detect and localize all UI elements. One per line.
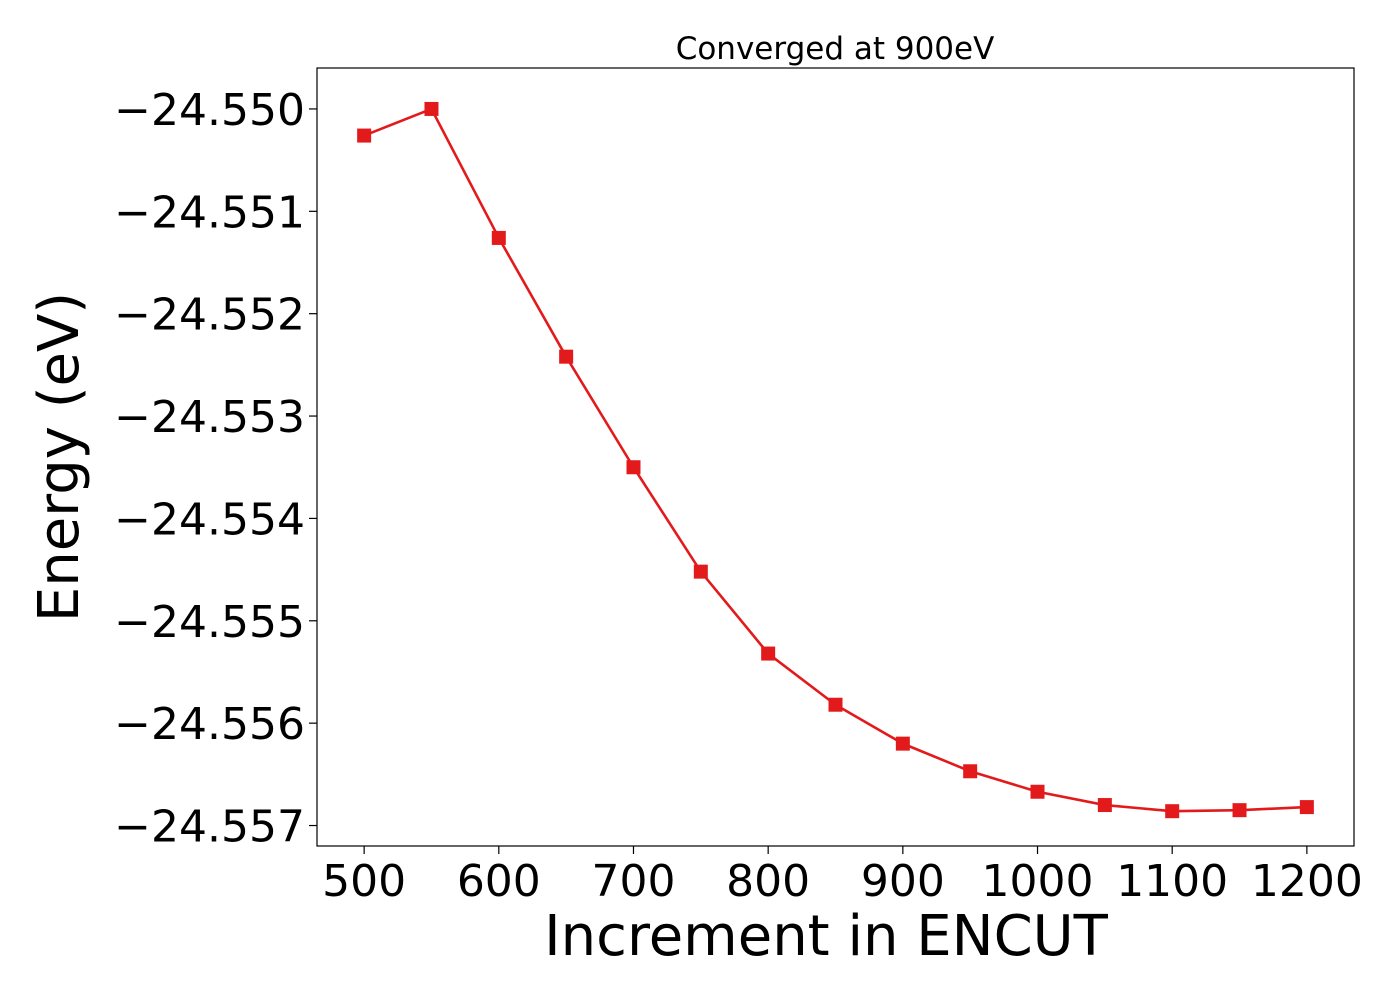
x-tick-label: 900 (861, 856, 945, 907)
y-axis-label: Energy (eV) (27, 292, 92, 622)
data-point-marker (761, 646, 776, 661)
data-point-marker (491, 230, 506, 245)
data-point-marker (963, 764, 978, 779)
series-marker-layer (357, 101, 1314, 819)
x-tick-label: 800 (726, 856, 810, 907)
data-point-marker (693, 564, 708, 579)
data-point-marker (559, 349, 574, 364)
data-point-marker (424, 101, 439, 116)
y-axis-ticks: −24.557 −24.556 −24.555 −24.554 −24.553 −24.5… (114, 85, 317, 853)
data-point-marker (1030, 784, 1045, 799)
x-axis-label: Increment in ENCUT (544, 904, 1109, 969)
data-point-marker (626, 460, 641, 475)
plot-background (317, 68, 1354, 846)
y-tick-label: −24.553 (114, 392, 305, 443)
x-tick-label: 1000 (982, 856, 1094, 907)
x-tick-label: 1100 (1116, 856, 1228, 907)
data-point-marker (1299, 800, 1314, 815)
y-tick-label: −24.555 (114, 597, 305, 648)
x-axis-ticks: 500 600 700 800 900 1000 1100 1200 (322, 846, 1363, 907)
data-point-marker (1232, 803, 1247, 818)
y-tick-label: −24.552 (114, 290, 305, 341)
data-point-marker (895, 736, 910, 751)
data-point-marker (357, 128, 372, 143)
x-tick-label: 500 (322, 856, 406, 907)
x-tick-label: 1200 (1251, 856, 1363, 907)
chart-title: Converged at 900eV (676, 31, 995, 67)
y-tick-label: −24.557 (114, 802, 305, 853)
data-point-marker (1097, 798, 1112, 813)
data-point-marker (1165, 804, 1180, 819)
y-tick-label: −24.554 (114, 494, 305, 545)
y-tick-label: −24.556 (114, 699, 305, 750)
y-tick-label: −24.551 (114, 187, 305, 238)
x-tick-label: 600 (457, 856, 541, 907)
plot-frame (316, 67, 1355, 847)
data-point-marker (828, 697, 843, 712)
x-tick-label: 700 (591, 856, 675, 907)
y-tick-label: −24.550 (114, 85, 305, 136)
